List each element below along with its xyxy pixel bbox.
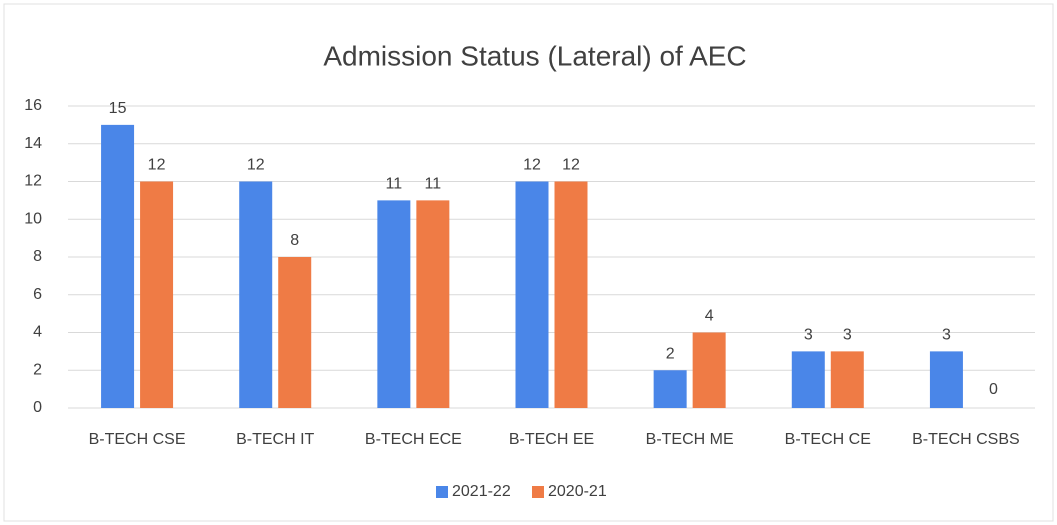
y-tick-label: 2 <box>33 361 42 378</box>
y-tick-label: 8 <box>33 248 42 265</box>
bar <box>791 351 825 408</box>
legend-swatch <box>436 486 448 498</box>
x-tick-label: B-TECH ME <box>646 431 734 448</box>
legend-swatch <box>532 486 544 498</box>
bar <box>554 181 588 408</box>
bar <box>140 181 174 408</box>
legend-label: 2021-22 <box>452 483 511 500</box>
x-tick-label: B-TECH ECE <box>365 431 462 448</box>
data-label: 8 <box>290 232 299 249</box>
data-label: 11 <box>386 176 403 193</box>
y-tick-label: 14 <box>24 135 42 152</box>
y-tick-label: 16 <box>24 97 42 114</box>
bar <box>278 257 312 408</box>
y-tick-label: 12 <box>24 173 42 190</box>
legend-label: 2020-21 <box>548 483 607 500</box>
bar <box>929 351 963 408</box>
data-label: 0 <box>989 381 998 398</box>
bar <box>416 200 450 408</box>
bar <box>830 351 864 408</box>
bar <box>377 200 411 408</box>
x-tick-label: B-TECH CSBS <box>912 431 1020 448</box>
data-label: 15 <box>109 100 127 117</box>
data-label: 3 <box>804 327 813 344</box>
data-label: 3 <box>942 327 951 344</box>
bar <box>515 181 549 408</box>
data-label: 11 <box>425 176 442 193</box>
chart-title: Admission Status (Lateral) of AEC <box>323 40 746 71</box>
y-tick-label: 10 <box>24 210 42 227</box>
data-label: 12 <box>523 157 541 174</box>
y-tick-label: 6 <box>33 286 42 303</box>
x-tick-label: B-TECH IT <box>236 431 314 448</box>
y-tick-label: 4 <box>33 324 42 341</box>
bar <box>692 332 726 408</box>
data-label: 12 <box>562 157 580 174</box>
bar <box>653 370 687 408</box>
x-tick-label: B-TECH CE <box>785 431 871 448</box>
bar <box>239 181 273 408</box>
data-label: 3 <box>843 327 852 344</box>
data-label: 2 <box>666 345 675 362</box>
x-tick-label: B-TECH CSE <box>89 431 186 448</box>
data-label: 12 <box>247 157 265 174</box>
data-label: 4 <box>705 308 714 325</box>
data-label: 12 <box>148 157 166 174</box>
y-tick-label: 0 <box>33 399 42 416</box>
x-tick-label: B-TECH EE <box>509 431 594 448</box>
bar <box>101 124 135 408</box>
